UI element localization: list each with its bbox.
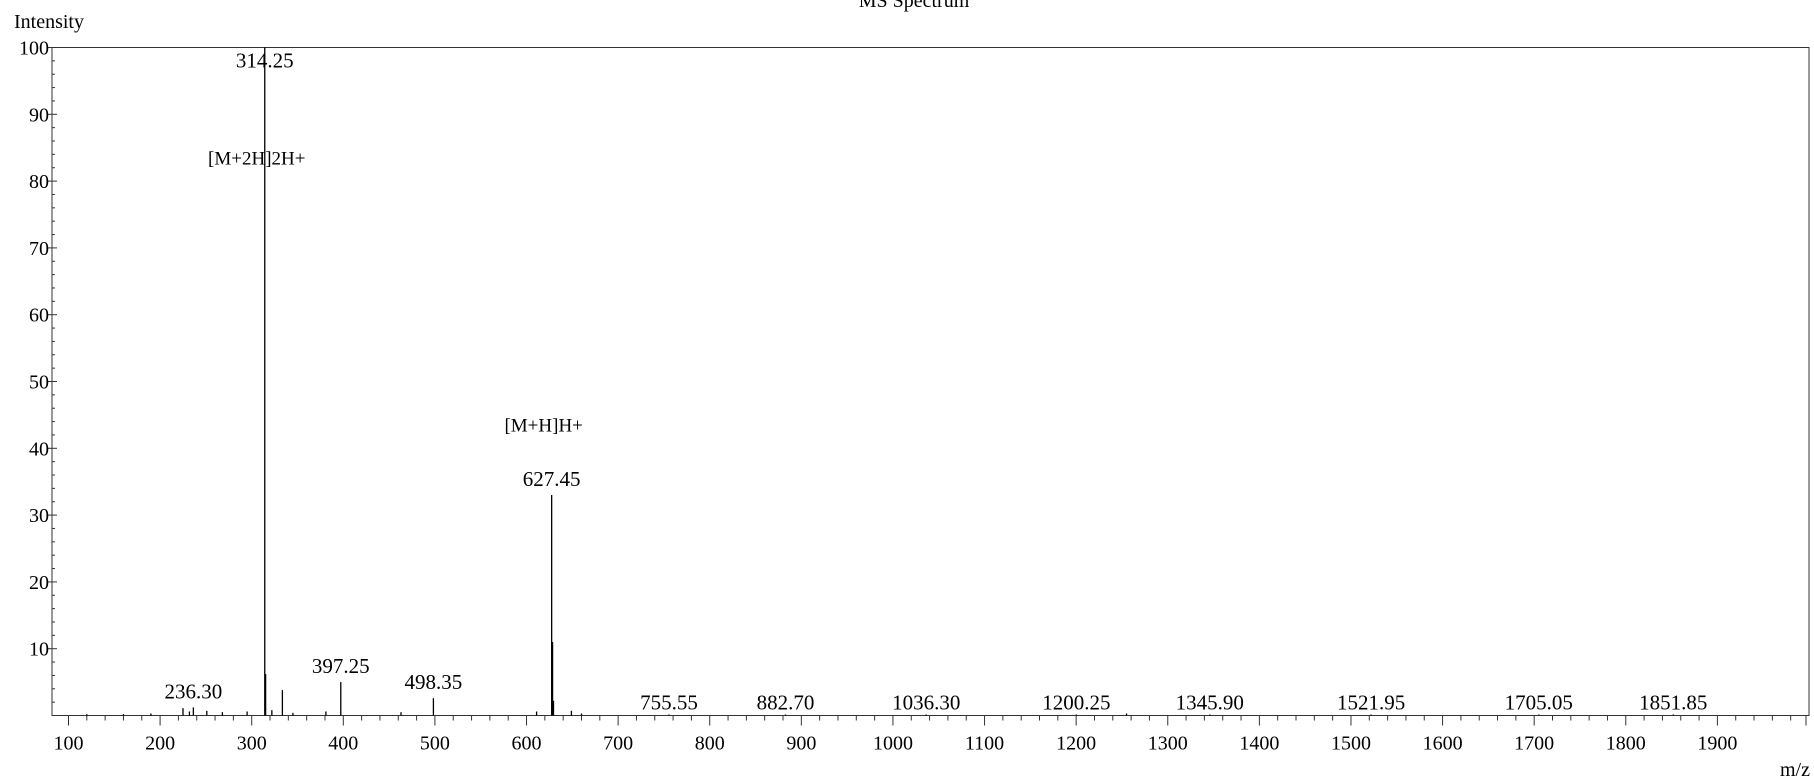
x-tick-label: 200	[145, 733, 175, 755]
peak-label: 627.45	[523, 467, 581, 491]
x-tick-label: 1700	[1514, 733, 1554, 755]
chart-title: MS Spectrum	[859, 0, 970, 12]
ion-annotation: [M+2H]2H+	[208, 148, 305, 169]
peak-label: 1521.95	[1337, 691, 1405, 715]
peak-label: 755.55	[640, 691, 698, 715]
y-axis-ticks: 10 20 30 40 50 60 70 80 90 100	[19, 38, 57, 703]
x-tick-label: 100	[53, 733, 83, 755]
peak-label: 314.25	[236, 49, 294, 73]
peak-label: 1851.85	[1639, 691, 1707, 715]
x-tick-label: 1400	[1239, 733, 1279, 755]
x-tick-label: 900	[786, 733, 816, 755]
y-tick-label: 70	[29, 238, 49, 260]
x-tick-label: 500	[420, 733, 450, 755]
x-tick-label: 1300	[1148, 733, 1188, 755]
x-tick-label: 800	[695, 733, 725, 755]
ion-annotation: [M+H]H+	[504, 416, 582, 437]
x-tick-label: 1600	[1423, 733, 1463, 755]
y-tick-label: 10	[29, 639, 49, 661]
peak-label: 397.25	[312, 654, 370, 678]
plot-frame	[51, 47, 1810, 716]
peak-label: 1345.90	[1176, 691, 1244, 715]
peak-label: 882.70	[757, 691, 815, 715]
x-tick-label: 400	[328, 733, 358, 755]
peak-label: 1200.25	[1042, 691, 1110, 715]
peak-label: 498.35	[405, 670, 463, 694]
y-tick-label: 50	[29, 372, 49, 394]
x-axis-label: m/z	[1780, 759, 1810, 780]
x-tick-label: 300	[237, 733, 267, 755]
x-tick-label: 1000	[873, 733, 913, 755]
spectrum-peaks	[86, 47, 1674, 716]
x-tick-label: 700	[603, 733, 633, 755]
x-tick-label: 1200	[1056, 733, 1096, 755]
y-tick-label: 80	[29, 171, 49, 193]
x-axis-ticks: 100 200 300 400 500 600 700 800 900 1000 1100 1200 1…	[53, 715, 1807, 755]
y-tick-label: 100	[19, 38, 49, 60]
y-axis-label: Intensity	[14, 11, 84, 33]
peak-label: 1705.05	[1505, 691, 1573, 715]
y-tick-label: 90	[29, 104, 49, 126]
y-tick-label: 60	[29, 305, 49, 327]
x-tick-label: 1100	[965, 733, 1004, 755]
x-tick-label: 1500	[1331, 733, 1371, 755]
x-tick-label: 600	[512, 733, 542, 755]
peak-label: 1036.30	[892, 691, 960, 715]
x-tick-label: 1800	[1606, 733, 1646, 755]
peak-labels: 314.25 627.45 397.25 498.35 236.30 755.55 882.…	[164, 49, 1707, 715]
y-tick-label: 20	[29, 572, 49, 594]
x-tick-label: 1900	[1697, 733, 1737, 755]
y-tick-label: 30	[29, 505, 49, 527]
y-tick-label: 40	[29, 438, 49, 460]
peak-label: 236.30	[164, 679, 222, 703]
